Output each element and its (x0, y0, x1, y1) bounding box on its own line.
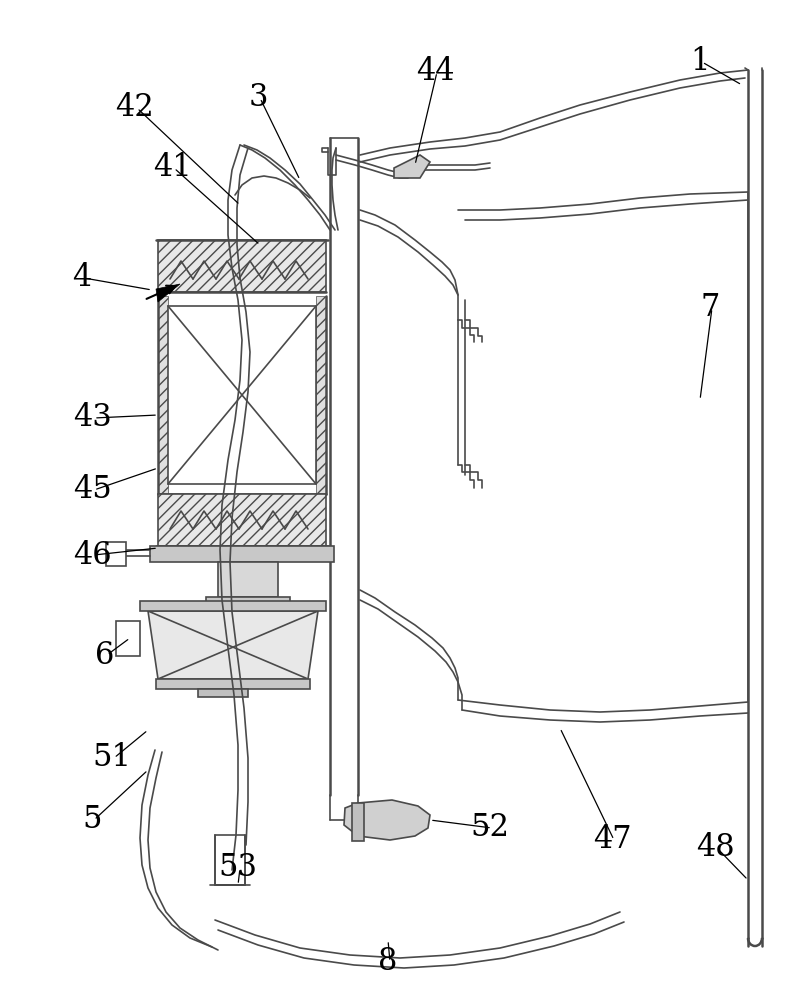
Text: 8: 8 (378, 946, 397, 978)
Text: 47: 47 (593, 824, 631, 856)
Bar (158, 494, 326, 546)
Text: 46: 46 (73, 540, 111, 570)
Bar (168, 306, 316, 484)
Text: 45: 45 (73, 475, 111, 506)
Bar (150, 546, 334, 562)
Text: 5: 5 (83, 804, 102, 836)
Text: 51: 51 (92, 742, 131, 774)
Text: 42: 42 (115, 93, 155, 123)
Bar (316, 296, 326, 494)
Bar (158, 296, 168, 494)
Bar (140, 601, 326, 611)
Polygon shape (148, 611, 318, 679)
Bar (106, 542, 126, 566)
Bar (116, 621, 140, 656)
Text: 4: 4 (72, 262, 91, 294)
Text: 44: 44 (416, 56, 454, 88)
Text: 6: 6 (95, 640, 115, 670)
Text: 41: 41 (153, 152, 191, 184)
Text: 43: 43 (73, 402, 111, 434)
Bar (156, 679, 310, 689)
Text: 3: 3 (248, 83, 268, 113)
Bar (352, 803, 364, 841)
Polygon shape (344, 800, 430, 840)
Text: 1: 1 (690, 46, 710, 78)
Bar (218, 562, 278, 597)
Text: 48: 48 (696, 832, 735, 863)
Bar (206, 597, 290, 609)
Polygon shape (156, 284, 180, 302)
Bar (215, 835, 245, 885)
Text: 53: 53 (219, 852, 257, 884)
Text: 7: 7 (700, 292, 719, 324)
Bar (198, 689, 248, 697)
Text: 52: 52 (470, 812, 509, 844)
Bar (158, 240, 326, 292)
Polygon shape (394, 155, 430, 178)
